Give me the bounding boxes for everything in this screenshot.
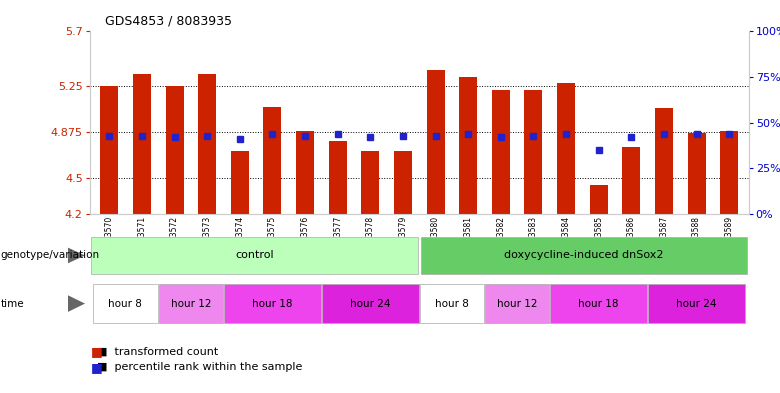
Text: hour 12: hour 12: [171, 299, 211, 309]
Text: genotype/variation: genotype/variation: [1, 250, 100, 261]
Text: hour 24: hour 24: [350, 299, 391, 309]
Bar: [655, 108, 673, 214]
Bar: [264, 107, 282, 214]
Bar: [321, 284, 419, 323]
Bar: [361, 151, 379, 214]
Bar: [427, 70, 445, 214]
Text: hour 24: hour 24: [676, 299, 717, 309]
Polygon shape: [68, 295, 85, 312]
Text: doxycycline-induced dnSox2: doxycycline-induced dnSox2: [505, 250, 664, 261]
Bar: [93, 284, 158, 323]
Text: ■  percentile rank within the sample: ■ percentile rank within the sample: [90, 362, 302, 373]
Bar: [158, 284, 223, 323]
Bar: [231, 151, 249, 214]
Polygon shape: [68, 248, 85, 263]
Text: hour 18: hour 18: [579, 299, 619, 309]
Bar: [590, 185, 608, 214]
Bar: [550, 284, 647, 323]
Bar: [557, 83, 575, 214]
Bar: [198, 74, 216, 214]
Bar: [720, 131, 738, 214]
Bar: [648, 284, 745, 323]
Bar: [485, 284, 549, 323]
Bar: [622, 147, 640, 214]
Text: control: control: [235, 250, 274, 261]
Text: ■: ■: [90, 345, 102, 358]
Bar: [133, 74, 151, 214]
Bar: [459, 77, 477, 214]
Bar: [421, 237, 747, 274]
Text: ■  transformed count: ■ transformed count: [90, 347, 218, 357]
Text: hour 12: hour 12: [497, 299, 537, 309]
Bar: [688, 132, 706, 214]
Text: time: time: [1, 299, 24, 309]
Bar: [101, 86, 119, 214]
Bar: [91, 237, 417, 274]
Bar: [165, 86, 183, 214]
Bar: [224, 284, 321, 323]
Bar: [524, 90, 542, 214]
Bar: [420, 284, 484, 323]
Text: hour 8: hour 8: [108, 299, 143, 309]
Bar: [296, 131, 314, 214]
Text: GDS4853 / 8083935: GDS4853 / 8083935: [105, 15, 232, 28]
Bar: [492, 90, 510, 214]
Text: hour 18: hour 18: [252, 299, 292, 309]
Bar: [394, 151, 412, 214]
Text: ■: ■: [90, 361, 102, 374]
Text: hour 8: hour 8: [435, 299, 469, 309]
Bar: [328, 141, 346, 214]
